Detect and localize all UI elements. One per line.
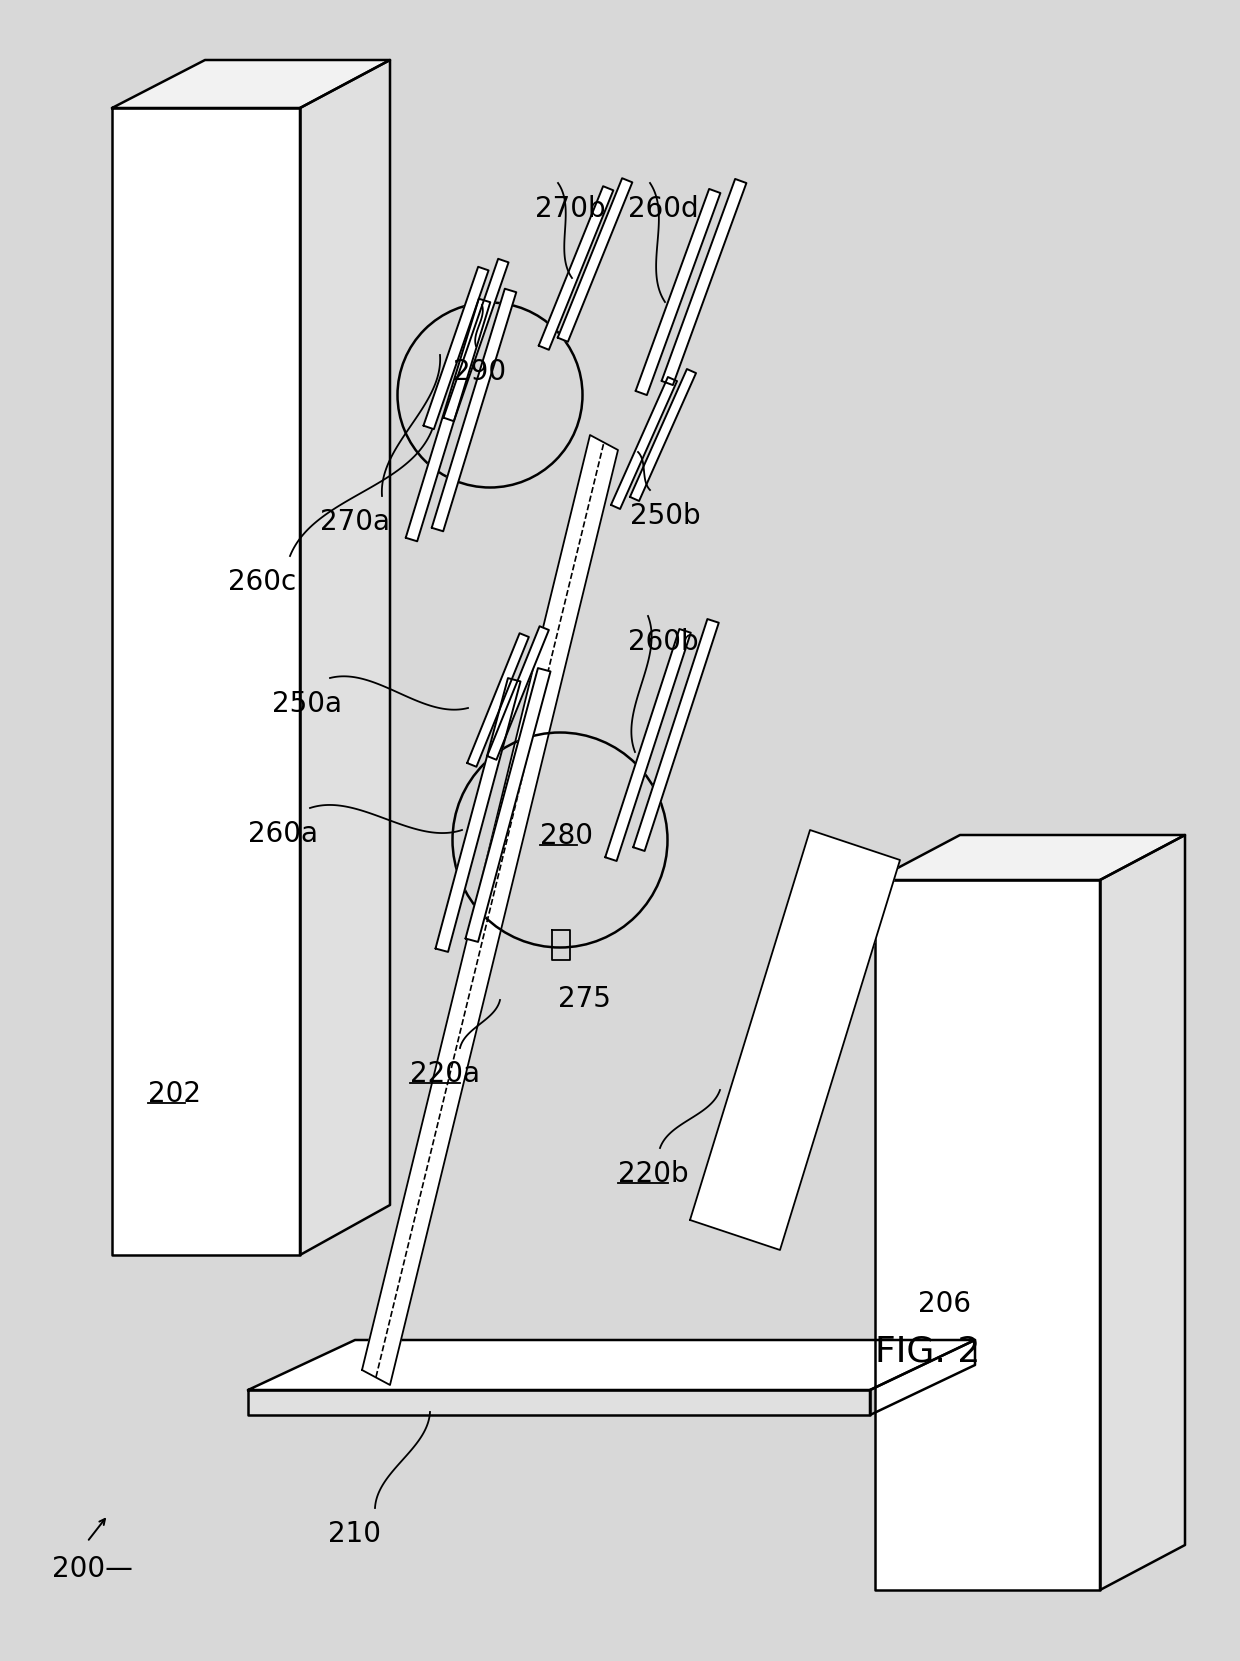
Polygon shape [538, 186, 614, 350]
Text: 220a: 220a [410, 1060, 480, 1088]
Polygon shape [465, 668, 551, 942]
Polygon shape [248, 1340, 975, 1390]
Polygon shape [634, 620, 719, 850]
Text: 260d: 260d [627, 194, 698, 223]
Text: FIG. 2: FIG. 2 [875, 1335, 981, 1369]
Polygon shape [636, 189, 720, 395]
Polygon shape [467, 633, 528, 767]
Polygon shape [423, 267, 489, 429]
Polygon shape [662, 179, 746, 385]
Text: 275: 275 [558, 985, 611, 1013]
Text: 260c: 260c [228, 568, 296, 596]
Text: 250a: 250a [272, 689, 342, 718]
Text: 250b: 250b [630, 502, 701, 530]
Text: 220b: 220b [618, 1159, 688, 1188]
Polygon shape [435, 678, 521, 952]
Text: 210: 210 [329, 1520, 381, 1548]
Polygon shape [875, 880, 1100, 1590]
Polygon shape [432, 289, 516, 532]
Polygon shape [405, 299, 490, 541]
Polygon shape [605, 630, 691, 860]
Text: 202: 202 [148, 1080, 201, 1108]
Text: 290: 290 [453, 359, 506, 385]
Text: 280: 280 [539, 822, 593, 850]
Polygon shape [112, 108, 300, 1256]
Polygon shape [248, 1390, 870, 1415]
Text: 260a: 260a [248, 821, 317, 849]
Polygon shape [875, 835, 1185, 880]
Text: 270b: 270b [534, 194, 605, 223]
Polygon shape [630, 369, 696, 502]
Polygon shape [362, 435, 618, 1385]
Polygon shape [112, 60, 391, 108]
Polygon shape [1100, 835, 1185, 1590]
Polygon shape [300, 60, 391, 1256]
Text: 200—: 200— [52, 1555, 133, 1583]
Polygon shape [558, 178, 632, 342]
Polygon shape [487, 626, 549, 759]
Text: 206: 206 [918, 1291, 971, 1317]
Polygon shape [870, 1340, 975, 1415]
Text: 270a: 270a [320, 508, 391, 537]
Text: 260b: 260b [627, 628, 698, 656]
Polygon shape [444, 259, 508, 422]
Polygon shape [689, 830, 900, 1251]
Polygon shape [611, 377, 677, 508]
